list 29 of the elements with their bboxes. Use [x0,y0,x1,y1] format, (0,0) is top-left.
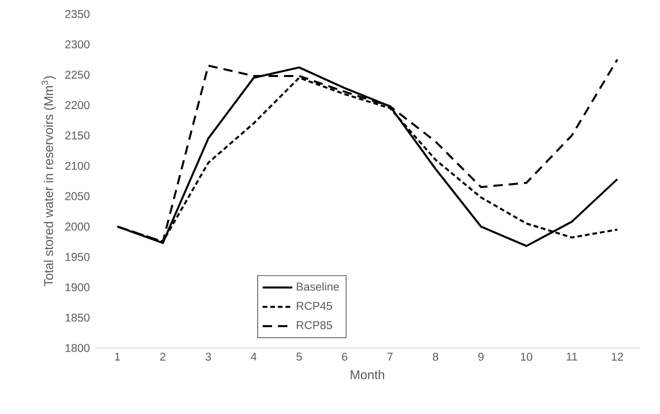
y-tick-label: 2150 [65,131,90,140]
y-tick-label: 1900 [66,283,90,292]
y-tick-label: 2200 [65,101,90,110]
y-tick-label: 2000 [65,222,90,231]
y-tick-label: 2300 [65,40,90,48]
x-tick-label: 6 [342,352,348,361]
legend-label: RCP45 [296,302,332,310]
x-tick-label: 10 [520,352,532,361]
x-tick-label: 3 [206,352,211,361]
x-tick-label: 2 [160,352,166,361]
x-tick-label: 7 [387,352,393,361]
x-tick-label: 1 [115,352,120,361]
x-tick-label: 9 [478,352,484,361]
y-tick-label: 1950 [66,252,90,261]
y-tick-label: 1850 [66,314,90,322]
x-tick-label: 12 [612,352,624,361]
y-tick-label: 2250 [65,70,90,79]
x-axis-title: Month [350,370,384,380]
legend-label: Baseline [296,282,339,291]
legend-label: RCP85 [296,321,332,330]
y-tick-label: 1800 [66,344,90,352]
y-axis-title: Total stored water in reservoirs (Mm$^{3}$) [42,76,56,286]
y-tick-label: 2100 [65,162,90,170]
x-tick-label: 8 [432,352,438,361]
x-tick-label: 4 [250,352,257,361]
x-tick-label: 5 [296,352,302,361]
y-tick-label: 2350 [65,10,90,18]
x-tick-label: 11 [566,352,578,361]
y-tick-label: 2050 [65,192,90,200]
